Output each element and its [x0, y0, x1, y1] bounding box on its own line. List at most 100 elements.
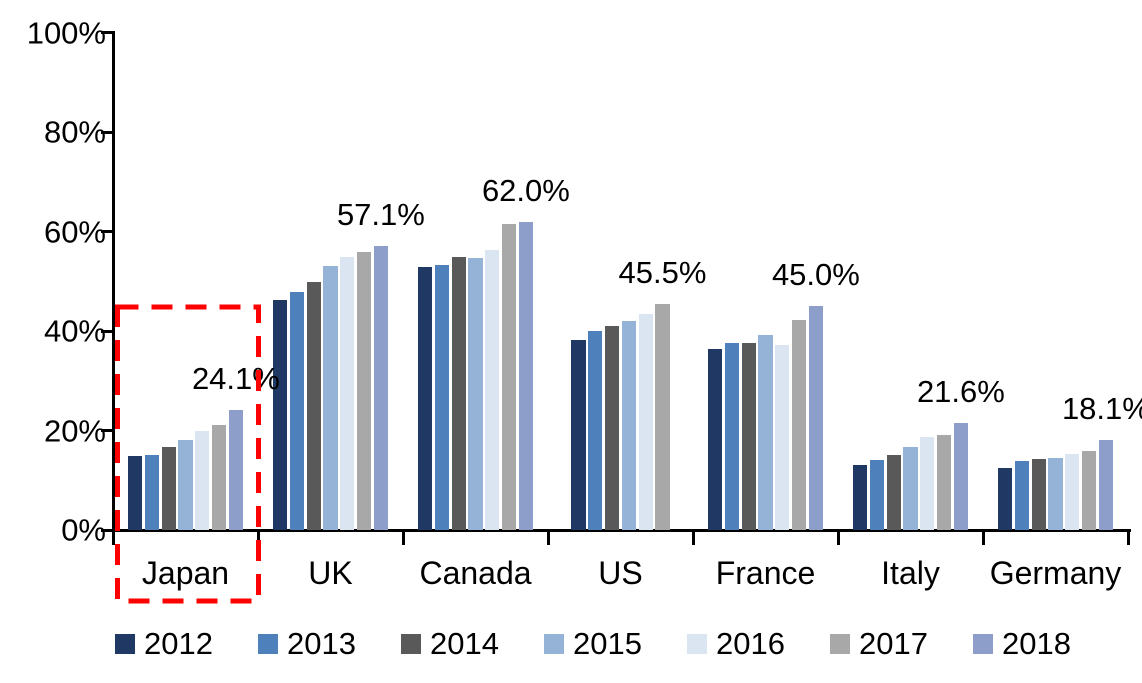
bar-japan-2013	[144, 455, 159, 530]
bar-japan-2015	[178, 440, 193, 530]
category-label-canada: Canada	[419, 555, 532, 591]
legend-swatch-2015	[544, 633, 564, 654]
category-label-france: France	[715, 555, 816, 591]
y-axis-tick-label: 80%	[43, 114, 106, 150]
legend-swatch-2012	[115, 633, 135, 654]
bar-canada-2016	[485, 250, 500, 530]
bar-japan-2018	[228, 410, 243, 530]
bar-us-2012	[571, 339, 586, 530]
bar-uk-2018	[373, 245, 388, 530]
legend-label-2016: 2016	[716, 626, 785, 661]
bar-canada-2015	[468, 258, 483, 530]
bar-germany-2014	[1031, 459, 1046, 530]
legend-swatch-2016	[687, 633, 707, 654]
bar-uk-2012	[273, 299, 288, 530]
bar-canada-2014	[451, 257, 466, 530]
legend-item-2014: 2014	[401, 628, 499, 659]
category-label-japan: Japan	[141, 555, 230, 591]
x-axis-tick-mark	[111, 530, 115, 545]
bar-japan-2014	[161, 447, 176, 530]
x-axis-tick-mark	[256, 530, 260, 545]
bar-france-2012	[708, 348, 723, 530]
x-axis-tick-mark	[981, 530, 985, 545]
bar-france-2014	[741, 343, 756, 530]
bar-france-2016	[775, 344, 790, 530]
value-label-canada: 62.0%	[481, 172, 570, 208]
legend-swatch-2018	[973, 633, 993, 654]
legend-item-2015: 2015	[544, 628, 642, 659]
y-axis-tick-label: 0%	[61, 512, 106, 548]
category-label-uk: UK	[308, 555, 353, 591]
y-axis-tick-label: 40%	[43, 313, 106, 349]
y-axis-line	[111, 31, 115, 532]
bar-us-2014	[605, 326, 620, 530]
y-axis-tick-label: 100%	[26, 15, 106, 50]
x-axis-tick-mark	[546, 530, 550, 545]
legend-item-2016: 2016	[687, 628, 785, 659]
category-label-italy: Italy	[881, 555, 940, 591]
value-label-france: 45.0%	[771, 257, 860, 293]
bar-us-2013	[588, 331, 603, 530]
bar-us-2015	[621, 321, 636, 530]
bar-italy-2012	[853, 464, 868, 530]
bar-japan-2017	[212, 425, 227, 530]
bar-uk-2014	[306, 281, 321, 530]
bar-italy-2013	[869, 460, 884, 530]
x-axis-tick-mark	[836, 530, 840, 545]
legend-item-2017: 2017	[830, 628, 928, 659]
bar-germany-2016	[1065, 454, 1080, 530]
value-label-italy: 21.6%	[916, 373, 1005, 409]
x-axis-tick-mark	[1126, 530, 1130, 545]
y-axis-tick-mark	[101, 528, 113, 532]
legend-label-2013: 2013	[287, 626, 356, 661]
bar-germany-2017	[1082, 451, 1097, 530]
value-label-uk: 57.1%	[336, 196, 425, 232]
bar-germany-2012	[998, 468, 1013, 530]
value-label-germany: 18.1%	[1061, 390, 1142, 426]
x-axis-tick-mark	[401, 530, 405, 545]
legend-label-2017: 2017	[859, 626, 928, 661]
category-label-us: US	[598, 555, 643, 591]
bar-canada-2012	[418, 266, 433, 530]
bar-france-2015	[758, 335, 773, 530]
bar-canada-2018	[518, 221, 533, 530]
x-axis-line	[111, 528, 1131, 532]
bar-us-2016	[638, 313, 653, 530]
legend-item-2012: 2012	[115, 628, 213, 659]
bar-italy-2017	[937, 435, 952, 530]
bar-canada-2013	[434, 264, 449, 530]
legend-label-2014: 2014	[430, 626, 499, 661]
bar-germany-2015	[1048, 457, 1063, 530]
bar-japan-2016	[195, 430, 210, 530]
bar-italy-2015	[903, 446, 918, 530]
x-axis-tick-mark	[691, 530, 695, 545]
bar-france-2013	[724, 342, 739, 530]
legend-item-2013: 2013	[258, 628, 356, 659]
y-axis-tick-label: 20%	[43, 413, 106, 448]
legend-item-2018: 2018	[973, 628, 1071, 659]
bar-us-2017	[655, 303, 670, 530]
bar-uk-2015	[323, 266, 338, 530]
bar-italy-2014	[886, 454, 901, 530]
value-label-us: 45.5%	[618, 254, 707, 290]
y-axis-tick-mark	[101, 130, 113, 134]
bar-italy-2018	[953, 422, 968, 530]
legend-label-2015: 2015	[573, 626, 642, 661]
y-axis-tick-mark	[101, 31, 113, 34]
bar-germany-2013	[1014, 461, 1029, 530]
bar-france-2017	[792, 319, 807, 530]
bar-germany-2018	[1098, 439, 1113, 530]
bar-italy-2016	[920, 436, 935, 530]
category-label-germany: Germany	[989, 555, 1122, 591]
bar-canada-2017	[502, 223, 517, 530]
legend-swatch-2017	[830, 633, 850, 654]
value-label-japan: 24.1%	[191, 361, 280, 397]
y-axis-tick-mark	[101, 329, 113, 333]
bar-japan-2012	[128, 456, 143, 530]
bar-france-2018	[808, 306, 823, 530]
y-axis-tick-label: 60%	[43, 214, 106, 249]
y-axis-tick-mark	[101, 429, 113, 432]
bar-uk-2016	[340, 257, 355, 530]
y-axis-tick-mark	[101, 230, 113, 233]
